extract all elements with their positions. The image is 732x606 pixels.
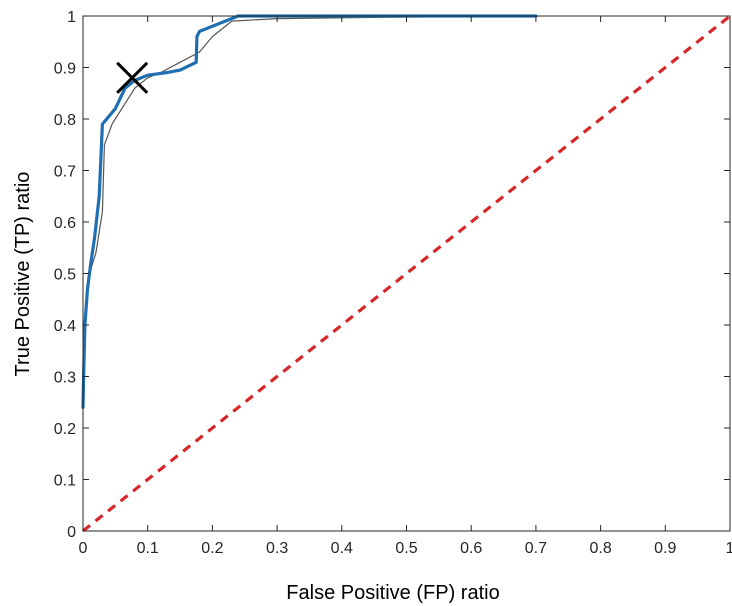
x-tick-label: 0.9	[654, 540, 676, 557]
y-axis-label: True Positive (TP) ratio	[12, 172, 34, 377]
x-tick-label: 0.8	[589, 540, 611, 557]
y-tick-label: 0.8	[54, 112, 76, 129]
y-tick-label: 0.9	[54, 61, 76, 78]
marker-layer	[116, 61, 149, 94]
series-line-3	[82, 14, 731, 533]
x-tick-label: 0.6	[460, 540, 482, 557]
x-tick-label: 0.4	[331, 540, 353, 557]
y-tick-label: 0.2	[54, 421, 76, 438]
tick-layer: 0 0.1 0.2 0.3 0.4 0.5 0.6 0.7 0.8 0.9 1 0 0.1 0.2 0.3 0…	[54, 9, 732, 557]
x-tick-label: 0.2	[201, 540, 223, 557]
y-tick-label: 0	[67, 524, 76, 541]
x-tick-label: 0	[79, 540, 88, 557]
x-tick-label: 0.5	[395, 540, 417, 557]
y-tick-label: 1	[67, 9, 76, 26]
series-line-2	[81, 14, 538, 409]
plot-area	[83, 16, 730, 531]
x-marker-1	[116, 61, 149, 94]
series-layer	[81, 14, 731, 533]
y-tick-label: 0.5	[54, 267, 76, 284]
y-tick-label: 0.7	[54, 164, 76, 181]
y-tick-label: 0.3	[54, 370, 76, 387]
y-tick-label: 0.6	[54, 215, 76, 232]
x-tick-label: 0.7	[525, 540, 547, 557]
x-axis-label: False Positive (FP) ratio	[286, 582, 499, 604]
y-tick-label: 0.4	[54, 318, 76, 335]
x-tick-label: 1	[726, 540, 732, 557]
y-tick-label: 0.1	[54, 473, 76, 490]
x-tick-label: 0.3	[266, 540, 288, 557]
x-tick-label: 0.1	[137, 540, 159, 557]
